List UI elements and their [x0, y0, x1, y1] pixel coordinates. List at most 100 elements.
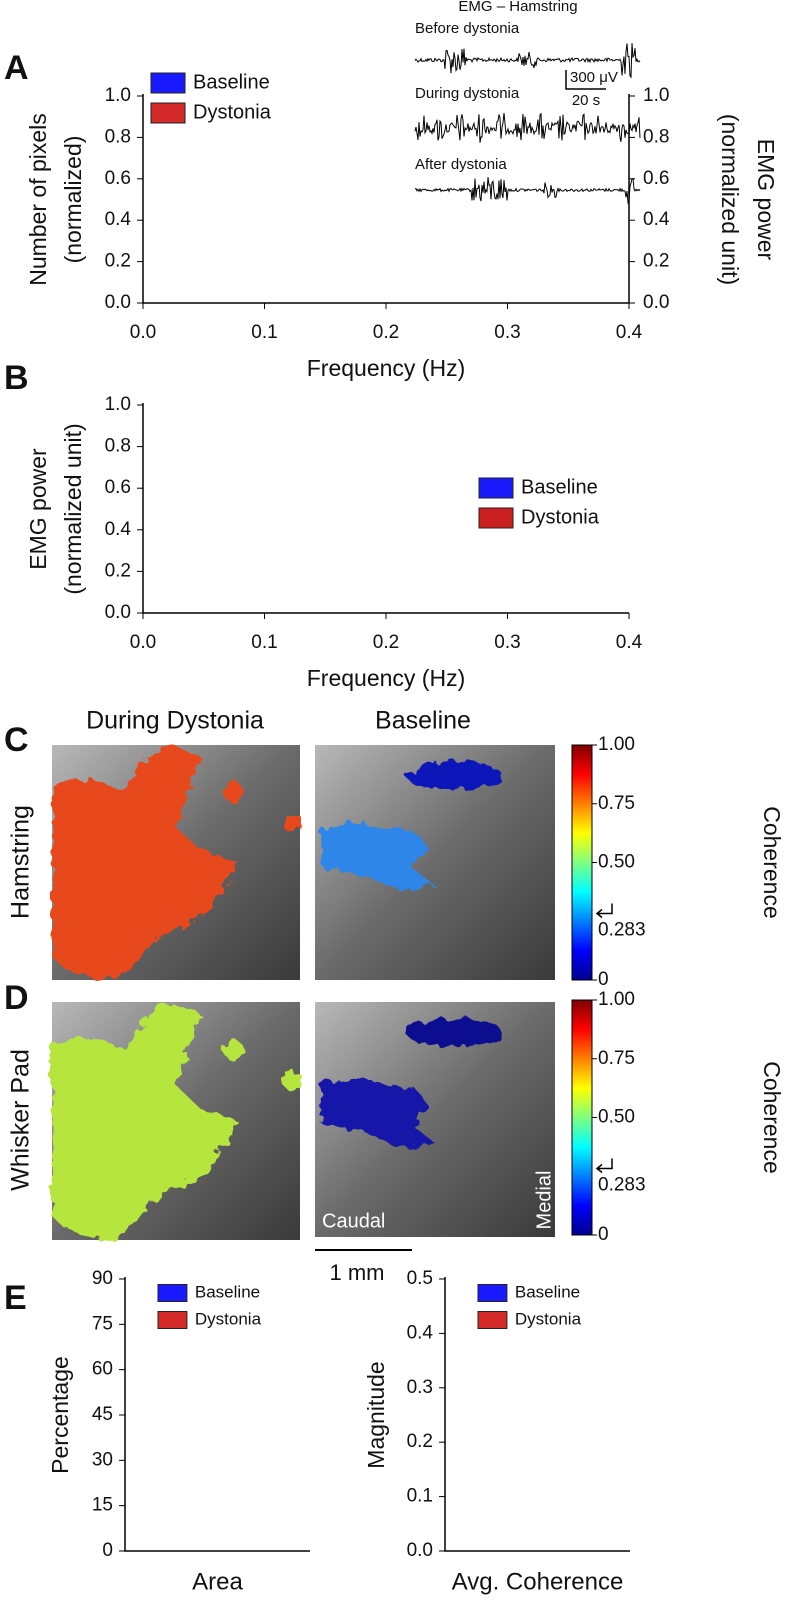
- coherence-region: [319, 822, 435, 891]
- coherence-region: [406, 1018, 503, 1047]
- x-axis-label: Avg. Coherence: [452, 1568, 624, 1595]
- x-tick-label: 0.2: [373, 322, 399, 343]
- y-tick-label: 0.0: [105, 602, 131, 623]
- colorbar-tick-label: 0.75: [598, 793, 635, 814]
- y-axis-label: Number of pixels: [25, 113, 51, 286]
- colorbar-tick-label: 1.00: [598, 734, 635, 755]
- emg-trace: [414, 43, 641, 79]
- panel-label: C: [4, 721, 29, 759]
- legend-swatch: [150, 72, 186, 94]
- x-tick-label: 0.0: [130, 632, 156, 653]
- y-tick-label: 0.5: [407, 1268, 433, 1289]
- colorbar-tick-label: 0.50: [598, 1107, 635, 1128]
- legend-label: Dystonia: [515, 1309, 582, 1328]
- x-tick-label: 0.4: [616, 632, 643, 653]
- x-tick-label: 0.0: [130, 322, 156, 343]
- y-axis-label: (normalized): [60, 136, 86, 264]
- colorbar-label: Coherence: [759, 1061, 785, 1174]
- coherence-region: [406, 761, 503, 790]
- y2-tick-label: 0.8: [643, 126, 669, 147]
- y-tick-label: 0.1: [407, 1486, 433, 1507]
- y-tick-label: 0.6: [105, 168, 131, 189]
- panel-label: D: [4, 979, 29, 1017]
- y-tick-label: 0.0: [105, 292, 131, 313]
- y-axis-label: (normalized unit): [60, 423, 86, 594]
- legend-swatch: [477, 1311, 508, 1329]
- x-tick-label: 0.3: [494, 322, 520, 343]
- y-axis-label: Percentage: [47, 1356, 73, 1474]
- coherence-region: [52, 1002, 238, 1240]
- y-tick-label: 0.4: [105, 519, 132, 540]
- y-tick-label: 0.2: [105, 251, 131, 272]
- colorbar-tick-label: 0.75: [598, 1048, 635, 1069]
- legend-swatch: [157, 1284, 188, 1302]
- legend-swatch: [157, 1311, 188, 1329]
- threshold-arrow: [595, 1158, 613, 1174]
- column-title: Baseline: [375, 707, 471, 735]
- panel-label: E: [4, 1279, 27, 1317]
- y-tick-label: 0.8: [105, 436, 131, 457]
- coherence-region: [52, 745, 238, 980]
- y2-axis-label: (normalized unit): [717, 114, 743, 285]
- y-tick-label: 0.2: [105, 560, 131, 581]
- y-tick-label: 45: [92, 1404, 113, 1425]
- trace-label: After dystonia: [415, 156, 507, 173]
- panel-label: A: [4, 49, 29, 87]
- coherence-region: [223, 1039, 244, 1060]
- y2-tick-label: 1.0: [643, 85, 669, 106]
- legend-swatch: [478, 507, 514, 529]
- y-tick-label: 75: [92, 1313, 113, 1334]
- y-tick-label: 0.6: [105, 477, 131, 498]
- panel-label: B: [4, 359, 29, 397]
- x-tick-label: 0.3: [494, 632, 520, 653]
- coherence-region: [282, 812, 303, 833]
- scale-bar: [565, 70, 606, 90]
- colorbar-tick-label: 0.50: [598, 852, 635, 873]
- trace-label: During dystonia: [415, 85, 520, 102]
- emg-trace: [414, 112, 641, 143]
- colorbar-label: Coherence: [759, 806, 785, 919]
- colorbar: [571, 999, 593, 1236]
- y-tick-label: 0.4: [407, 1322, 434, 1343]
- coherence-region: [319, 1079, 435, 1148]
- legend-label: Baseline: [521, 476, 598, 498]
- y2-axis-label: EMG power: [753, 139, 779, 261]
- y2-tick-label: 0.0: [643, 292, 669, 313]
- x-tick-label: 0.1: [251, 632, 277, 653]
- y-tick-label: 60: [92, 1359, 113, 1380]
- trace-label: Before dystonia: [415, 20, 520, 37]
- y2-tick-label: 0.2: [643, 251, 669, 272]
- y-tick-label: 0.3: [407, 1377, 433, 1398]
- scale-label: 300 μV: [570, 69, 618, 86]
- orientation-label: Medial: [533, 1171, 555, 1230]
- y2-tick-label: 0.6: [643, 168, 669, 189]
- inset-title: EMG – Hamstring: [458, 0, 577, 15]
- column-title: During Dystonia: [86, 707, 264, 735]
- orientation-label: Caudal: [322, 1210, 385, 1232]
- row-title: Hamstring: [7, 805, 35, 919]
- scale-label: 1 mm: [330, 1260, 385, 1285]
- x-tick-label: 0.1: [251, 322, 277, 343]
- legend-label: Baseline: [195, 1282, 260, 1301]
- legend-swatch: [150, 102, 186, 124]
- axis-line: [142, 94, 630, 304]
- legend-label: Baseline: [193, 71, 270, 93]
- y-tick-label: 1.0: [105, 85, 131, 106]
- y-tick-label: 0.8: [105, 126, 131, 147]
- coherence-region: [223, 782, 244, 802]
- y-tick-label: 15: [92, 1495, 113, 1516]
- y2-tick-label: 0.4: [643, 209, 670, 230]
- legend-label: Dystonia: [195, 1309, 262, 1328]
- scale-label: 20 s: [572, 92, 600, 109]
- threshold-arrow: [595, 903, 613, 919]
- coherence-region: [282, 1070, 303, 1091]
- legend-swatch: [477, 1284, 508, 1302]
- y-tick-label: 0.2: [407, 1431, 433, 1452]
- legend-label: Baseline: [515, 1282, 580, 1301]
- y-axis-label: Magnitude: [363, 1361, 389, 1468]
- x-axis-label: Frequency (Hz): [307, 355, 465, 381]
- colorbar-tick-label: 0: [598, 1224, 609, 1245]
- y-tick-label: 1.0: [105, 394, 131, 415]
- y-axis-label: EMG power: [25, 448, 51, 570]
